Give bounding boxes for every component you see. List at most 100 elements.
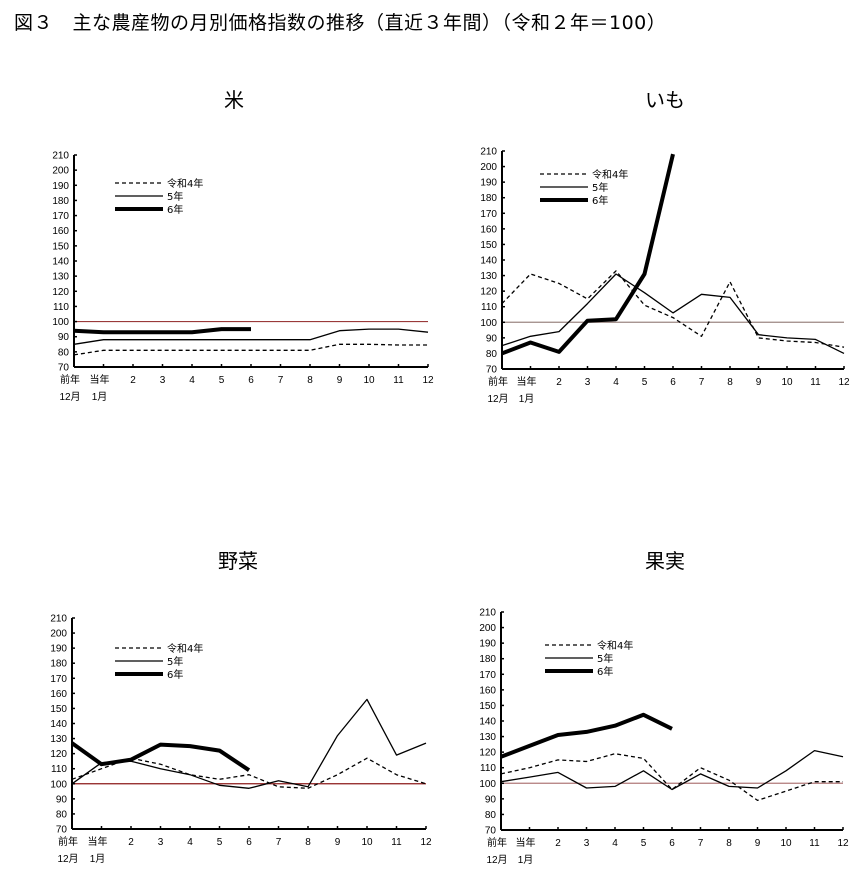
x-tick-label: 8 bbox=[726, 838, 732, 849]
y-tick-label: 160 bbox=[52, 226, 69, 237]
y-tick-label: 200 bbox=[480, 162, 497, 173]
x-tick-label: 当年 bbox=[90, 373, 110, 386]
series-line-dashed bbox=[501, 270, 845, 348]
y-tick-label: 130 bbox=[50, 734, 67, 745]
series-line-bold bbox=[501, 153, 675, 356]
x-tick-label-sub: 12月 bbox=[57, 853, 78, 865]
legend-label: 6年 bbox=[597, 665, 613, 678]
y-tick-label: 130 bbox=[479, 732, 496, 743]
y-tick-label: 180 bbox=[52, 196, 69, 207]
x-tick-label: 6 bbox=[246, 837, 252, 848]
y-tick-label: 150 bbox=[479, 701, 496, 712]
y-tick-label: 200 bbox=[52, 166, 69, 177]
x-tick-label: 12 bbox=[422, 375, 434, 386]
y-tick-label: 80 bbox=[485, 810, 497, 821]
x-tick-label: 10 bbox=[361, 837, 373, 848]
y-tick-label: 210 bbox=[52, 151, 69, 162]
x-tick-label: 前年 bbox=[58, 835, 78, 848]
x-tick-label: 12 bbox=[837, 838, 849, 849]
x-tick-label-sub: 1月 bbox=[92, 391, 108, 403]
series-line-solid bbox=[73, 328, 429, 345]
y-tick-label: 80 bbox=[486, 349, 498, 360]
y-tick-label: 80 bbox=[56, 809, 68, 820]
legend-label: 令和4年 bbox=[167, 642, 203, 655]
y-tick-label: 110 bbox=[481, 302, 497, 313]
y-tick-label: 210 bbox=[479, 608, 496, 619]
legend-label: 5年 bbox=[167, 190, 183, 203]
y-tick-label: 170 bbox=[52, 211, 69, 222]
line-chart-fruit: 70 80 90 100 110 120 130 140 150 160 170 180 190 200 2… bbox=[479, 608, 849, 867]
y-tick-label: 180 bbox=[480, 193, 497, 204]
x-tick-label: 8 bbox=[305, 837, 311, 848]
y-tick-label: 70 bbox=[485, 826, 497, 837]
x-tick-label: 8 bbox=[307, 375, 313, 386]
x-tick-label: 前年 bbox=[60, 373, 80, 386]
x-tick-label: 前年 bbox=[487, 836, 507, 849]
line-chart-imo: 70 80 90 100 110 120 130 140 150 160 170 180 190 200 2… bbox=[480, 147, 850, 406]
x-tick-label: 5 bbox=[217, 837, 223, 848]
y-tick-label: 70 bbox=[486, 365, 498, 376]
x-tick-label: 4 bbox=[612, 838, 618, 849]
y-tick-label: 170 bbox=[50, 674, 67, 685]
legend-label: 6年 bbox=[167, 668, 183, 681]
x-tick-label: 6 bbox=[248, 375, 254, 386]
x-tick-label: 3 bbox=[158, 837, 164, 848]
y-tick-label: 170 bbox=[479, 670, 496, 681]
y-tick-label: 180 bbox=[50, 659, 67, 670]
y-tick-label: 120 bbox=[52, 287, 69, 298]
x-tick-label: 11 bbox=[393, 375, 404, 386]
y-tick-label: 90 bbox=[486, 333, 498, 344]
series-line-bold bbox=[70, 741, 251, 772]
x-tick-label-sub: 12月 bbox=[486, 854, 507, 866]
legend-label: 5年 bbox=[597, 652, 613, 665]
y-tick-label: 210 bbox=[480, 147, 497, 158]
y-tick-label: 120 bbox=[50, 749, 67, 760]
line-chart-vegetables: 70 80 90 100 110 120 130 140 150 160 170 180 190 200 2… bbox=[50, 614, 432, 866]
x-tick-label: 5 bbox=[641, 838, 647, 849]
chart-title-rice: 米 bbox=[224, 88, 244, 112]
y-tick-label: 110 bbox=[51, 764, 67, 775]
y-tick-label: 130 bbox=[480, 271, 497, 282]
x-tick-label: 3 bbox=[160, 375, 166, 386]
y-tick-label: 200 bbox=[479, 623, 496, 634]
series-line-solid bbox=[500, 749, 844, 791]
chart-title-imo: いも bbox=[645, 88, 685, 112]
y-tick-label: 150 bbox=[480, 240, 497, 251]
y-tick-label: 70 bbox=[56, 825, 68, 836]
x-tick-label: 7 bbox=[698, 838, 704, 849]
y-tick-label: 110 bbox=[53, 302, 69, 313]
x-tick-label: 8 bbox=[727, 377, 733, 388]
y-tick-label: 190 bbox=[479, 639, 496, 650]
y-tick-label: 140 bbox=[480, 256, 497, 267]
x-tick-label-sub: 1月 bbox=[519, 393, 535, 405]
x-tick-label: 6 bbox=[670, 377, 676, 388]
x-tick-label: 6 bbox=[669, 838, 675, 849]
y-tick-label: 160 bbox=[479, 685, 496, 696]
y-tick-label: 120 bbox=[479, 748, 496, 759]
y-tick-label: 140 bbox=[52, 257, 69, 268]
series-line-bold bbox=[73, 327, 251, 335]
series-line-dashed bbox=[500, 753, 843, 802]
y-tick-label: 160 bbox=[480, 224, 497, 235]
x-tick-label: 5 bbox=[219, 375, 225, 386]
x-tick-label-sub: 1月 bbox=[518, 854, 534, 866]
x-tick-label: 5 bbox=[642, 377, 648, 388]
y-tick-label: 100 bbox=[50, 779, 67, 790]
x-tick-label: 11 bbox=[391, 837, 402, 848]
x-tick-label: 当年 bbox=[88, 835, 108, 848]
series-line-solid bbox=[501, 273, 845, 354]
y-tick-label: 110 bbox=[480, 763, 496, 774]
x-tick-label: 4 bbox=[613, 377, 619, 388]
y-tick-label: 170 bbox=[480, 209, 497, 220]
x-tick-label: 7 bbox=[276, 837, 282, 848]
y-tick-label: 130 bbox=[52, 272, 69, 283]
y-tick-label: 190 bbox=[50, 644, 67, 655]
x-tick-label-sub: 12月 bbox=[487, 393, 508, 405]
legend-label: 5年 bbox=[167, 655, 183, 668]
legend-label: 5年 bbox=[592, 181, 608, 194]
